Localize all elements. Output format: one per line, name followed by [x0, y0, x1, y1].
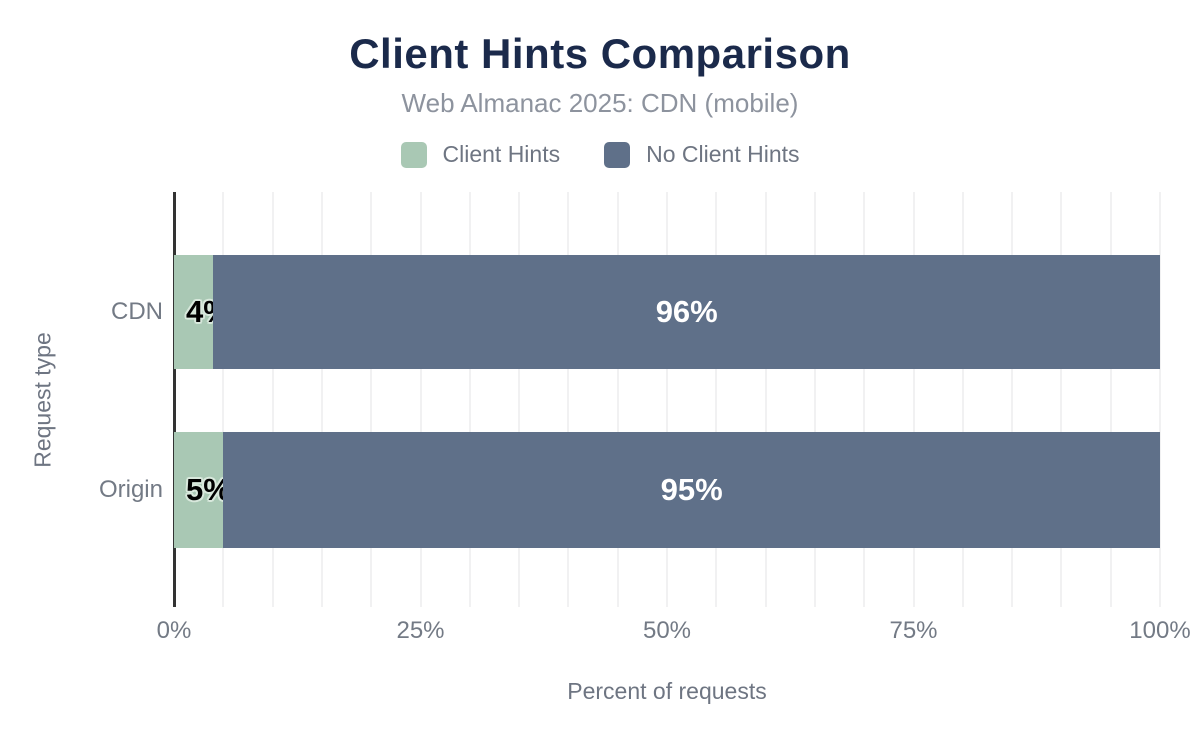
- bar-value-label-no-client-hints-origin: 95%: [660, 472, 723, 507]
- bar-segment-client-hints-cdn: [174, 255, 214, 369]
- gridline-95: [1109, 192, 1112, 607]
- gridline-65: [813, 192, 816, 607]
- legend-swatch-no-client-hints: [604, 141, 631, 168]
- gridline-20: [370, 192, 373, 607]
- gridline-85: [1011, 192, 1014, 607]
- bar-segment-no-client-hints-cdn: [213, 255, 1160, 369]
- gridline-90: [1060, 192, 1063, 607]
- legend-label: Client Hints: [442, 141, 561, 167]
- chart-subtitle: Web Almanac 2025: CDN (mobile): [401, 88, 799, 118]
- x-axis-title: Percent of requests: [567, 678, 767, 704]
- legend-item-no-client-hints: No Client Hints: [604, 141, 800, 168]
- gridline-100: [1159, 192, 1161, 607]
- x-tick-0: 0%: [156, 617, 192, 644]
- gridline-25: [419, 192, 422, 607]
- gridline-45: [616, 192, 619, 607]
- y-axis-title: Request type: [29, 332, 56, 468]
- gridline-75: [912, 192, 915, 607]
- gridline-30: [468, 192, 471, 607]
- gridline-40: [567, 192, 570, 607]
- gridline-35: [518, 192, 521, 607]
- legend-label: No Client Hints: [646, 141, 800, 167]
- legend-swatch-client-hints: [400, 141, 427, 168]
- chart-title: Client Hints Comparison: [349, 30, 851, 77]
- bar-segment-no-client-hints-origin: [223, 432, 1160, 548]
- legend: Client Hints No Client Hints: [0, 141, 1200, 168]
- y-axis-line: [173, 192, 176, 607]
- gridline-5: [222, 192, 225, 607]
- x-tick-100: 100%: [1129, 617, 1191, 644]
- x-tick-25: 25%: [396, 617, 445, 644]
- category-label-cdn: CDN: [111, 298, 163, 325]
- gridline-55: [715, 192, 718, 607]
- gridline-60: [764, 192, 767, 607]
- plot-area: 4% 96% 5% 95%: [173, 192, 1161, 607]
- gridline-80: [961, 192, 964, 607]
- x-tick-50: 50%: [642, 617, 692, 644]
- bar-segment-client-hints-origin: [174, 432, 224, 548]
- legend-item-client-hints: Client Hints: [400, 141, 561, 168]
- gridline-10: [271, 192, 274, 607]
- gridline-50: [666, 192, 668, 607]
- gridline-15: [320, 192, 323, 607]
- bar-row-origin: 5% 95%: [174, 432, 1160, 548]
- bar-row-cdn: 4% 96%: [174, 255, 1160, 369]
- bar-value-label-no-client-hints-cdn: 96%: [655, 294, 718, 329]
- gridline-70: [863, 192, 866, 607]
- x-tick-75: 75%: [889, 617, 938, 644]
- category-label-origin: Origin: [98, 476, 163, 503]
